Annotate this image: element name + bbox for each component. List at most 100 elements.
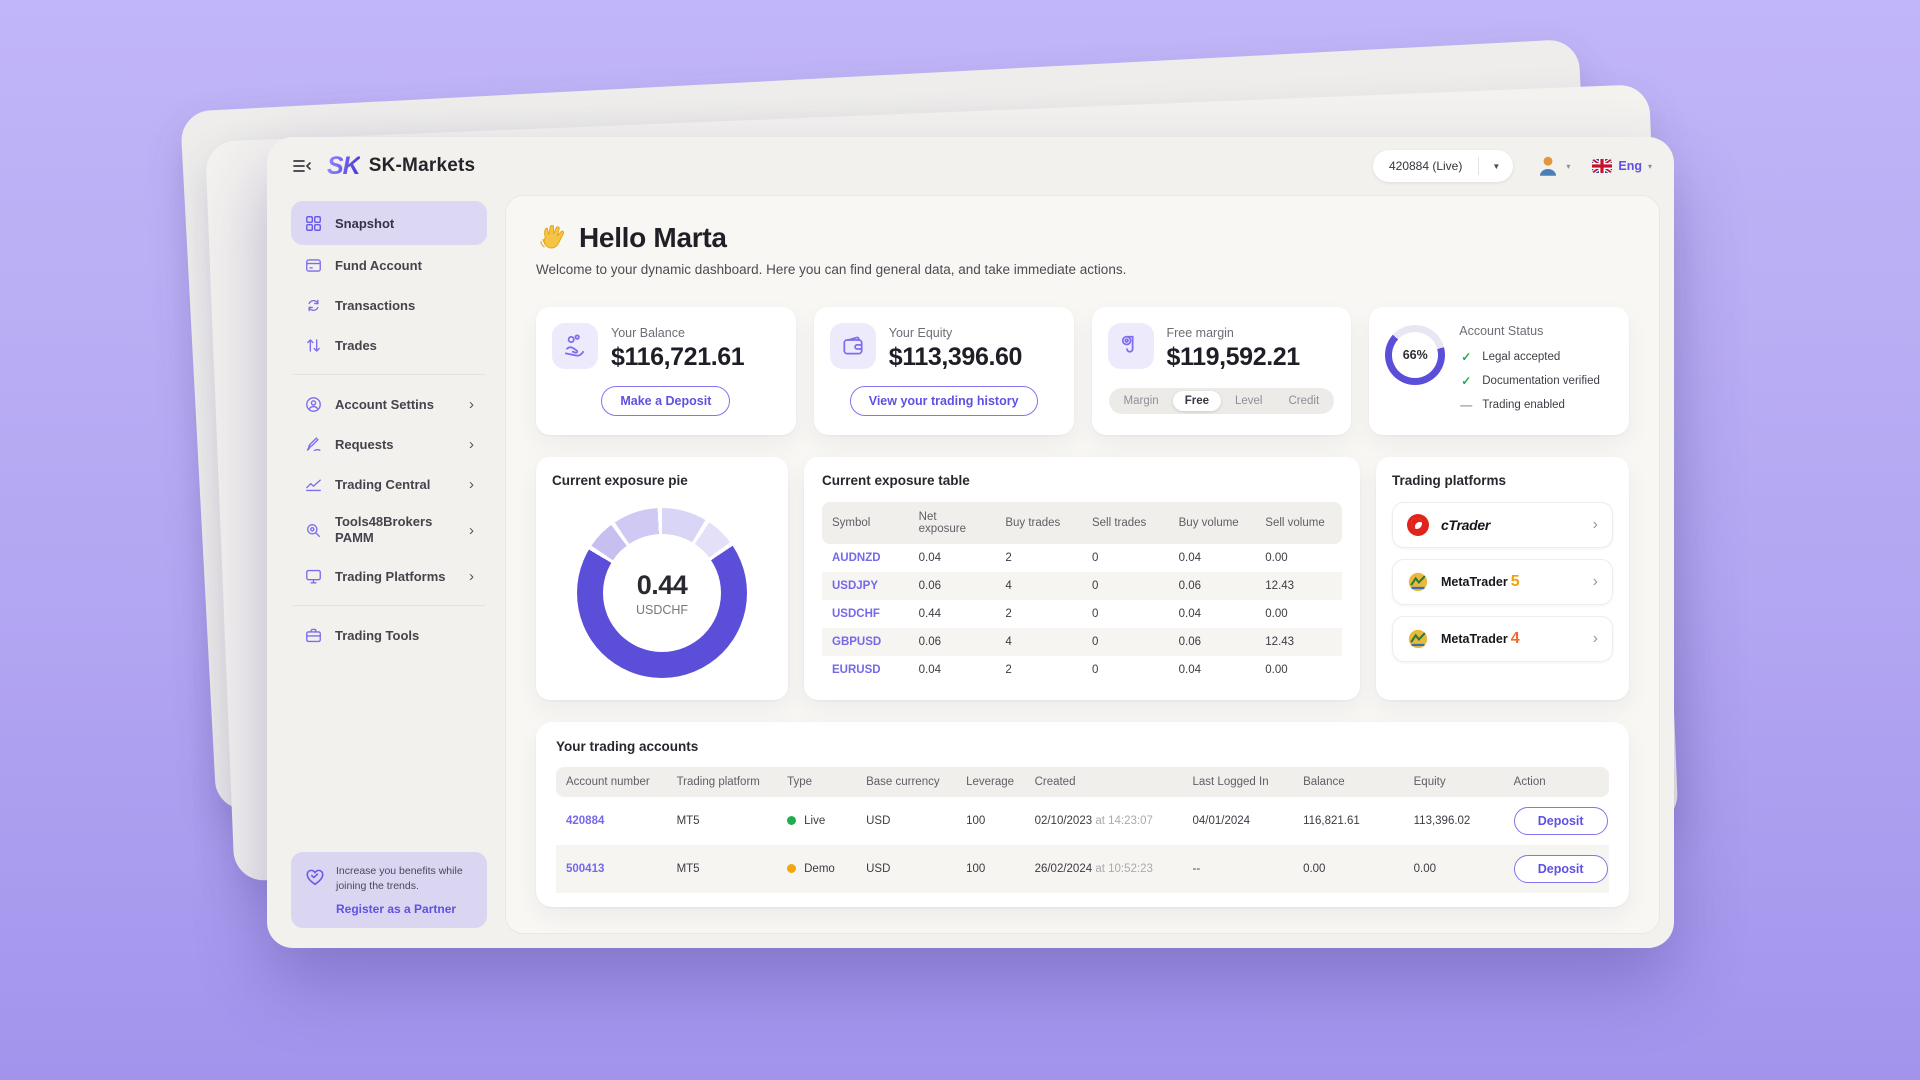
platform-metatrader4[interactable]: MetaTrader 4 › <box>1392 616 1613 662</box>
symbol-link[interactable]: USDCHF <box>832 608 880 620</box>
sidebar-item-label: Trades <box>335 337 377 353</box>
sidebar-item-fund-account[interactable]: Fund Account <box>291 245 487 285</box>
coins-hand-icon <box>552 323 598 369</box>
card-title: Trading platforms <box>1392 473 1507 488</box>
cell: 0 <box>1091 580 1099 592</box>
column-header: Buy trades <box>995 502 1082 544</box>
platform-name: MetaTrader <box>1441 632 1508 646</box>
cell: 0 <box>1091 552 1099 564</box>
account-selector[interactable]: 420884 (Live) ▼ <box>1372 150 1514 182</box>
column-header: Sell trades <box>1081 502 1169 544</box>
account-status-ring: 66% <box>1385 325 1446 385</box>
stat-label: Your Equity <box>888 326 953 340</box>
card-title: Current exposure table <box>822 473 970 488</box>
cell: 0.04 <box>918 664 942 676</box>
chevron-right-icon: › <box>1592 516 1598 533</box>
created-date: 26/02/2024 <box>1034 863 1093 875</box>
deposit-button[interactable]: Deposit <box>1513 855 1608 883</box>
account-number-link[interactable]: 420884 <box>566 815 605 827</box>
status-item-label: Trading enabled <box>1482 399 1565 411</box>
column-header: Account number <box>556 767 667 797</box>
cell: 0 <box>1091 608 1099 620</box>
status-item-label: Legal accepted <box>1482 351 1561 363</box>
logo: SK <box>327 151 361 180</box>
sidebar-item-trading-platforms[interactable]: Trading Platforms › <box>291 556 487 596</box>
divider <box>293 374 485 375</box>
platform-ctrader[interactable]: cTrader › <box>1392 502 1613 548</box>
tab-free[interactable]: Free <box>1172 391 1221 411</box>
symbol-link[interactable]: EURUSD <box>832 664 881 676</box>
symbol-link[interactable]: GBPUSD <box>832 636 882 648</box>
sidebar-item-transactions[interactable]: Transactions <box>291 285 487 325</box>
column-header: Buy volume <box>1168 502 1256 544</box>
stat-label: Account Status <box>1459 324 1544 338</box>
exposure-pie-card: Current exposure pie 0.44 USDCHF <box>536 457 788 700</box>
platform-version: 5 <box>1510 573 1520 590</box>
created-cell: 26/02/2024 at 10:52:23 <box>1025 845 1183 893</box>
tab-credit[interactable]: Credit <box>1288 395 1320 407</box>
column-header: Leverage <box>956 767 1025 797</box>
chevron-right-icon: › <box>1592 573 1598 590</box>
status-percent: 66% <box>1402 348 1428 362</box>
balance-card: Your Balance $116,721.61 Make a Deposit <box>536 307 796 435</box>
sidebar-item-account-settings[interactable]: Account Settins › <box>291 384 487 424</box>
tab-level[interactable]: Level <box>1235 395 1263 407</box>
fund-account-icon <box>304 256 323 275</box>
trading-platforms-icon <box>304 567 323 586</box>
type-label: Demo <box>804 863 835 875</box>
created-date: 02/10/2023 <box>1034 815 1093 827</box>
cell: 0.06 <box>1178 580 1202 592</box>
chevron-right-icon: › <box>1592 630 1598 647</box>
created-cell: 02/10/2023 at 14:23:07 <box>1025 797 1183 845</box>
symbol-link[interactable]: USDJPY <box>832 580 879 592</box>
tab-margin[interactable]: Margin <box>1123 395 1159 407</box>
column-header: Last Logged In <box>1182 767 1294 797</box>
platform-name: cTrader <box>1441 517 1491 533</box>
wallet-icon <box>829 323 876 369</box>
type-label: Live <box>804 815 826 827</box>
cell: 12.43 <box>1265 580 1295 592</box>
cell: 0.04 <box>918 552 942 564</box>
make-deposit-button[interactable]: Make a Deposit <box>601 386 731 416</box>
sidebar-item-trading-central[interactable]: Trading Central › <box>291 464 487 504</box>
cell: 0.06 <box>1178 636 1202 648</box>
status-item-label: Documentation verified <box>1482 375 1600 387</box>
register-partner-link[interactable]: Register as a Partner <box>336 902 457 916</box>
chevron-right-icon: › <box>469 475 474 493</box>
platform-name: MetaTrader <box>1441 575 1508 589</box>
view-trading-history-button[interactable]: View your trading history <box>849 386 1038 416</box>
sidebar-item-label: Trading Central <box>335 476 431 492</box>
divider <box>1478 157 1480 175</box>
column-header: Equity <box>1403 767 1504 797</box>
symbol-link[interactable]: AUDNZD <box>832 552 881 564</box>
trading-central-icon <box>304 475 323 494</box>
card-title: Current exposure pie <box>552 473 688 488</box>
check-icon: ✓ <box>1461 374 1472 388</box>
brand-title: SK-Markets <box>368 155 476 176</box>
cell: 0.06 <box>918 636 942 648</box>
sidebar-item-label: Tools48Brokers PAMM <box>335 513 433 545</box>
sidebar-item-label: Snapshot <box>335 215 395 231</box>
platform-metatrader5[interactable]: MetaTrader 5 › <box>1392 559 1613 605</box>
cell: 100 <box>966 815 986 827</box>
platform-version: 4 <box>1510 630 1520 647</box>
column-header: Sell volume <box>1255 502 1342 544</box>
cell: 0.04 <box>1178 608 1202 620</box>
user-menu[interactable]: ▾ <box>1535 153 1570 179</box>
account-number-link[interactable]: 500413 <box>566 863 605 875</box>
sidebar-item-tools48brokers-pamm[interactable]: Tools48Brokers PAMM › <box>291 504 487 556</box>
trading-accounts-card: Your trading accounts Account number Tra… <box>536 722 1629 907</box>
sidebar-item-label: Fund Account <box>335 257 422 273</box>
deposit-button[interactable]: Deposit <box>1513 807 1608 835</box>
sidebar-item-trading-tools[interactable]: Trading Tools <box>291 615 487 655</box>
cell: USD <box>866 815 891 827</box>
stat-label: Free margin <box>1166 326 1234 340</box>
language-selector[interactable]: Eng ▾ <box>1592 159 1652 173</box>
sidebar-item-requests[interactable]: Requests › <box>291 424 487 464</box>
sidebar-collapse-icon[interactable] <box>291 155 313 177</box>
page-title: Hello Marta <box>579 222 727 253</box>
sidebar-item-label: Requests <box>335 436 394 452</box>
chevron-right-icon: › <box>469 521 474 539</box>
sidebar-item-trades[interactable]: Trades <box>291 325 487 365</box>
sidebar-item-snapshot[interactable]: Snapshot <box>291 201 487 245</box>
